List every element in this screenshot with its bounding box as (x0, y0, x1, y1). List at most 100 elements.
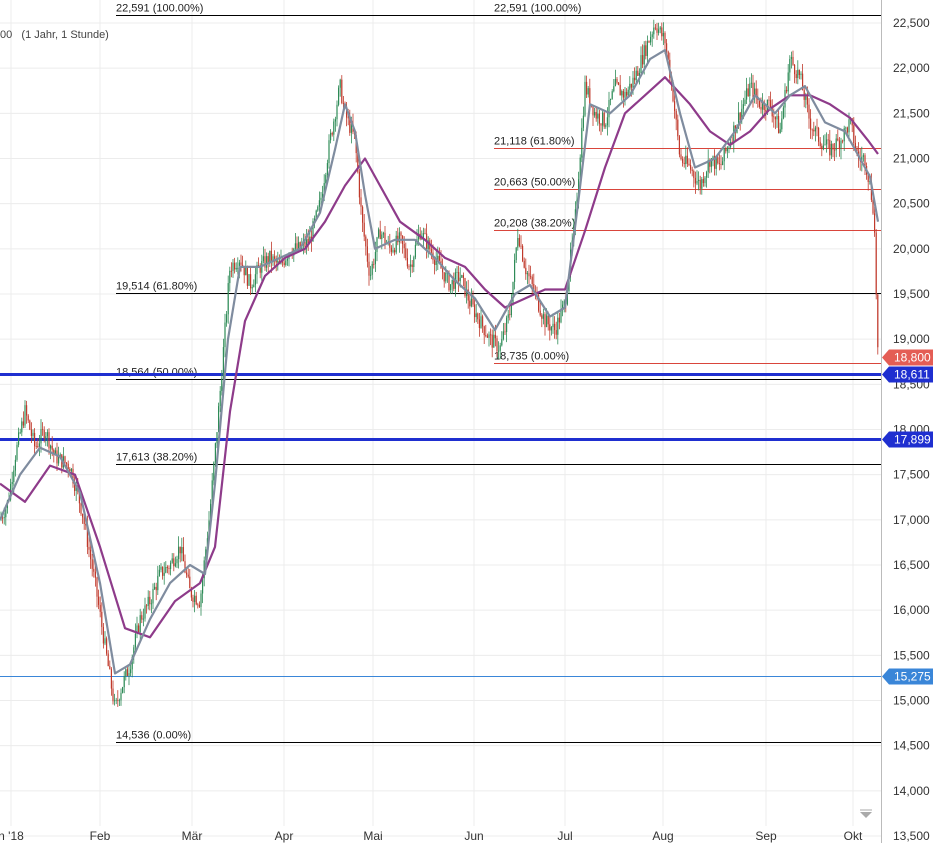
candle-body (384, 232, 386, 244)
candle-body (163, 572, 165, 576)
candle-body (608, 99, 610, 118)
x-axis: n '18 Feb Mär Apr Mai Jun Jul Aug Sep Okt (0, 829, 863, 843)
candle-body (358, 171, 360, 198)
candle-body (390, 247, 392, 252)
candle-body (394, 250, 396, 253)
candle-body (768, 99, 770, 101)
candle-body (210, 503, 212, 521)
candle-body (698, 179, 700, 181)
candle-body (515, 247, 517, 260)
candle-body (610, 98, 612, 100)
candle-body (27, 415, 29, 421)
candle-body (174, 563, 176, 567)
candle-body (22, 421, 24, 426)
candle-body (862, 155, 864, 157)
candle-body (160, 566, 162, 570)
candle-body (653, 27, 655, 35)
fib-label: 18,735 (0.00%) (494, 351, 569, 363)
grid (0, 0, 881, 837)
candle-body (424, 233, 426, 234)
candle-body (250, 274, 252, 289)
candle-body (763, 101, 765, 111)
candle-body (320, 197, 322, 201)
candle-body (350, 123, 352, 133)
candle-body (613, 86, 615, 92)
candle-body (128, 673, 130, 676)
candle-body (658, 29, 660, 33)
candle-body (542, 314, 544, 319)
candle-body (470, 298, 472, 307)
candle-body (811, 129, 813, 131)
candle-body (408, 266, 410, 268)
candle-body (790, 56, 792, 60)
candle-body (648, 41, 650, 43)
candle-body (525, 267, 527, 275)
candle-body (70, 468, 72, 472)
candle-body (725, 148, 727, 152)
candle-body (173, 558, 175, 567)
candle-body (269, 250, 271, 264)
candle-body (606, 117, 608, 126)
candle-body (46, 432, 48, 437)
candle-body (330, 132, 332, 141)
candle-body (838, 140, 840, 150)
candle-body (126, 669, 128, 676)
candle-body (494, 334, 496, 339)
candle-body (656, 28, 658, 33)
y-tick-label: 15,000 (893, 694, 930, 708)
scroll-down-icon[interactable] (860, 809, 872, 818)
candle-body (331, 132, 333, 135)
y-tick-label: 16,500 (893, 558, 930, 572)
candle-body (253, 284, 255, 288)
candle-body (147, 596, 149, 606)
candle-body (42, 429, 44, 430)
candle-body (872, 199, 874, 214)
candle-body (96, 577, 98, 597)
candle-body (461, 275, 463, 278)
candle-body (67, 463, 69, 469)
candle-body (622, 91, 624, 98)
candle-body (840, 140, 842, 150)
candle-body (286, 258, 288, 261)
candle-body (248, 274, 250, 286)
candle-body (110, 669, 112, 689)
candle-body (144, 605, 146, 619)
candle-body (666, 43, 668, 52)
candle-body (91, 559, 93, 569)
candle-body (466, 289, 468, 296)
candle-body (213, 462, 215, 481)
candle-body (861, 156, 863, 161)
candle-body (267, 256, 269, 264)
candle-body (317, 206, 319, 211)
candle-body (675, 111, 677, 120)
candle-body (550, 327, 552, 331)
candle-body (874, 213, 876, 233)
candle-body (826, 139, 828, 145)
candle-body (808, 104, 810, 119)
candle-body (728, 146, 730, 148)
candle-body (781, 118, 783, 130)
candle-body (339, 79, 341, 88)
candle-body (264, 256, 266, 268)
candle-body (566, 291, 568, 305)
candle-body (448, 272, 450, 291)
candle-body (298, 242, 300, 249)
candle-body (434, 260, 436, 265)
candle-body (856, 148, 858, 152)
candle-body (738, 112, 740, 126)
candle-body (491, 334, 493, 348)
candle-body (194, 595, 196, 603)
candle-body (846, 127, 848, 133)
candle-body (315, 210, 317, 219)
candle-body (277, 260, 279, 263)
candle-body (558, 317, 560, 323)
candle-body (379, 229, 381, 240)
candle-body (547, 315, 549, 325)
candle-body (451, 279, 453, 285)
candle-body (200, 593, 202, 607)
slow-moving-average-line (0, 76, 879, 639)
fib-label: 18,564 (50.00%) (116, 367, 197, 379)
candle-body (614, 78, 616, 87)
candle-body (314, 218, 316, 222)
candle-body (78, 491, 80, 504)
